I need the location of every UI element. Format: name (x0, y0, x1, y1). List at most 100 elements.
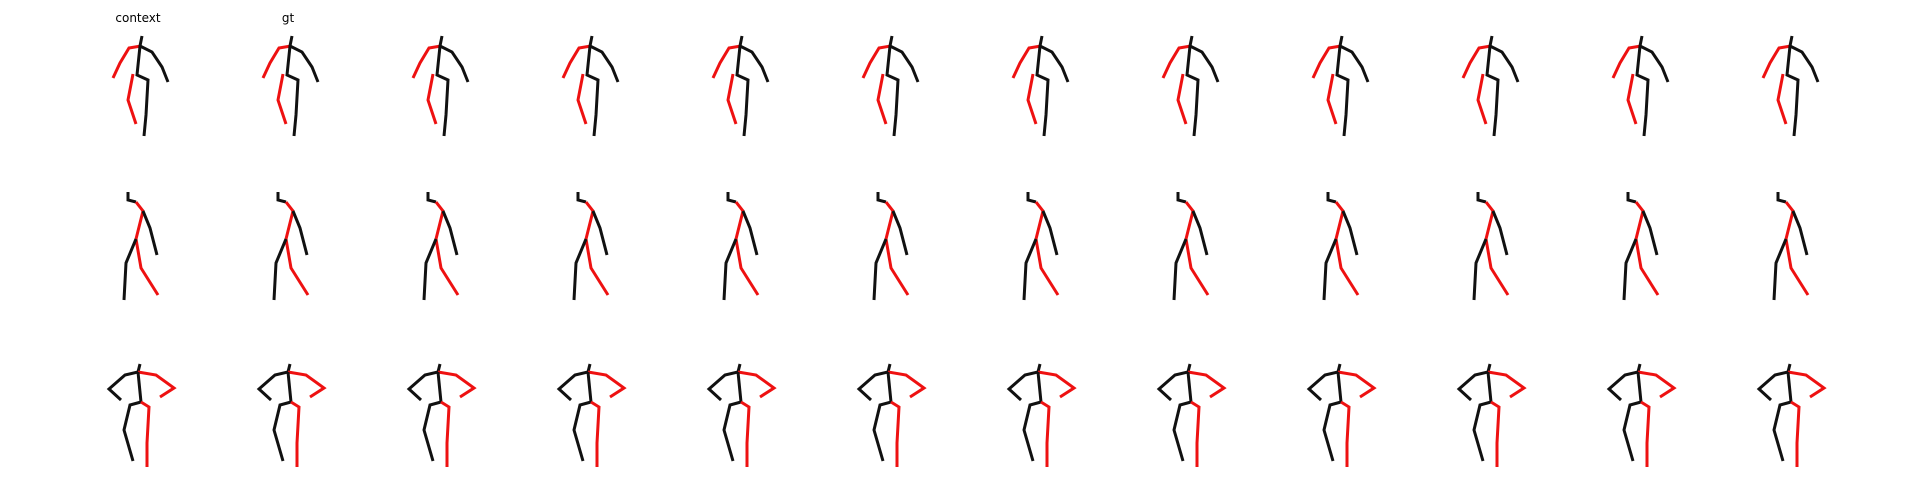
black-limb (1189, 44, 1220, 83)
black-limb (556, 363, 592, 402)
red-limb (1787, 370, 1827, 399)
red-limb (740, 400, 751, 467)
red-limb (140, 400, 151, 467)
black-limb (272, 400, 292, 462)
black-limb (889, 44, 920, 83)
skeleton-r3-c6 (856, 363, 927, 467)
red-limb (561, 44, 592, 79)
red-limb (1340, 400, 1351, 467)
black-limb (135, 35, 150, 137)
black-limb (1156, 363, 1192, 402)
black-limb (1172, 400, 1192, 462)
skeleton-r1-c3 (411, 35, 470, 137)
red-limb (861, 44, 892, 79)
black-limb (886, 371, 893, 403)
red-limb (1190, 400, 1201, 467)
skeleton-r3-c1 (106, 363, 177, 467)
black-limb (722, 400, 742, 462)
black-limb (289, 44, 320, 83)
black-limb (291, 210, 309, 256)
black-limb (1606, 363, 1642, 402)
skeleton-r3-c5 (706, 363, 777, 467)
skeleton-r2-c9 (1322, 192, 1360, 301)
black-limb (1339, 44, 1370, 83)
black-limb (272, 238, 288, 301)
red-limb (1161, 44, 1192, 79)
red-limb (711, 44, 742, 79)
skeleton-r2-c6 (872, 192, 910, 301)
column-titles: context gt (115, 11, 294, 25)
red-limb (1011, 44, 1042, 79)
red-limb (1640, 400, 1651, 467)
red-limb (1026, 73, 1038, 125)
black-limb (1172, 238, 1188, 301)
skeleton-r2-c12 (1772, 192, 1810, 301)
black-limb (1186, 371, 1193, 403)
black-limb (585, 35, 600, 137)
red-limb (876, 73, 888, 125)
black-limb (1491, 210, 1509, 256)
skeleton-r1-c7 (1011, 35, 1070, 137)
red-limb (726, 73, 738, 125)
black-limb (1489, 44, 1520, 83)
skeleton-r3-c2 (256, 363, 327, 467)
black-limb (139, 44, 170, 83)
red-limb (261, 44, 292, 79)
black-limb (1176, 192, 1187, 204)
black-limb (1485, 35, 1500, 137)
black-limb (286, 371, 293, 403)
red-limb (737, 370, 777, 399)
skeleton-r3-c10 (1456, 363, 1527, 467)
black-limb (891, 210, 909, 256)
red-limb (1337, 370, 1377, 399)
skeleton-r1-c2 (261, 35, 320, 137)
skeleton-r2-c4 (572, 192, 610, 301)
black-limb (1786, 371, 1793, 403)
red-limb (1490, 400, 1501, 467)
black-limb (1626, 192, 1637, 204)
black-limb (876, 192, 887, 204)
black-limb (1039, 44, 1070, 83)
red-limb (890, 400, 901, 467)
skeleton-r2-c5 (722, 192, 760, 301)
black-limb (1772, 400, 1792, 462)
black-limb (1036, 371, 1043, 403)
black-limb (572, 238, 588, 301)
red-limb (287, 370, 327, 399)
red-limb (1176, 73, 1188, 125)
black-limb (872, 238, 888, 301)
skeleton-r3-c7 (1006, 363, 1077, 467)
black-limb (441, 210, 459, 256)
black-limb (1641, 210, 1659, 256)
black-limb (422, 238, 438, 301)
black-limb (1486, 371, 1493, 403)
black-limb (735, 35, 750, 137)
black-limb (1035, 35, 1050, 137)
red-limb (276, 73, 288, 125)
black-limb (736, 371, 743, 403)
black-limb (285, 35, 300, 137)
red-limb (887, 370, 927, 399)
red-limb (1611, 44, 1642, 79)
black-limb (1622, 238, 1638, 301)
red-limb (576, 73, 588, 125)
black-limb (1326, 192, 1337, 204)
black-limb (572, 400, 592, 462)
black-limb (1322, 400, 1342, 462)
skeleton-r1-c5 (711, 35, 770, 137)
red-limb (1637, 370, 1677, 399)
red-limb (437, 370, 477, 399)
skeleton-r2-c7 (1022, 192, 1060, 301)
red-limb (1040, 400, 1051, 467)
black-limb (406, 363, 442, 402)
red-limb (440, 400, 451, 467)
column-title-context: context (115, 11, 161, 25)
skeleton-r3-c9 (1306, 363, 1377, 467)
black-limb (256, 363, 292, 402)
red-limb (1761, 44, 1792, 79)
black-limb (586, 371, 593, 403)
black-limb (1006, 363, 1042, 402)
black-limb (726, 192, 737, 204)
black-limb (1622, 400, 1642, 462)
black-limb (435, 35, 450, 137)
